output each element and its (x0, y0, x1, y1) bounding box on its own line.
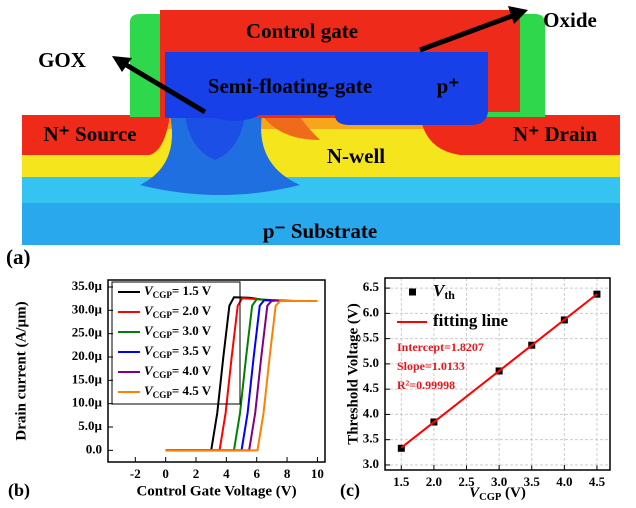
y-axis-label: Drain current (A/µm) (13, 301, 29, 440)
device-cross-section: Control gate Oxide GOX Semi-floating-gat… (22, 6, 620, 245)
y-tick-label: 0.0 (86, 441, 102, 456)
y-tick-label: 3.0 (363, 456, 379, 471)
legend-label: VCGP= 3.0 V (144, 323, 212, 340)
y-tick-label: 5.0µ (78, 418, 102, 433)
y-tick-label: 25.0µ (72, 325, 103, 340)
label: p⁺ (437, 74, 460, 98)
label: Oxide (543, 8, 597, 32)
x-tick-label: 8 (284, 466, 291, 481)
legend-label: VCGP= 4.5 V (144, 383, 212, 400)
y-tick-label: 3.5 (363, 431, 380, 446)
y-tick-label: 4.0 (363, 405, 379, 420)
legend-label: Vth (433, 281, 455, 302)
y-tick-label: 10.0µ (72, 395, 103, 410)
label: Control gate (246, 19, 358, 43)
x-tick-label: 4 (223, 466, 230, 481)
y-tick-label: 4.5 (363, 380, 380, 395)
y-tick-label: 6.5 (363, 279, 380, 294)
x-tick-label: 4.5 (589, 474, 606, 489)
y-tick-label: 35.0µ (72, 278, 103, 293)
y-tick-label: 20.0µ (72, 348, 103, 363)
legend-swatch (409, 289, 416, 296)
annotation: R²=0.99998 (397, 378, 455, 392)
annotation: Intercept=1.8207 (397, 340, 484, 354)
x-tick-label: 6 (253, 466, 260, 481)
y-tick-label: 30.0µ (72, 301, 103, 316)
label: N⁺ Source (44, 122, 137, 146)
label: p⁻ Substrate (263, 219, 377, 243)
legend-label: VCGP= 2.0 V (144, 303, 212, 320)
x-tick-label: 1.5 (393, 474, 410, 489)
legend-label: VCGP= 1.5 V (144, 283, 212, 300)
x-tick-label: 4.0 (556, 474, 572, 489)
label: N⁺ Drain (513, 122, 597, 146)
legend-label: fitting line (433, 311, 509, 330)
y-axis-label: Threshold Voltage (V) (345, 303, 361, 444)
x-tick-label: -2 (130, 466, 141, 481)
figure: Control gate Oxide GOX Semi-floating-gat… (0, 0, 636, 508)
label: N-well (327, 144, 385, 168)
label: Semi-floating-gate (208, 74, 372, 98)
legend-label: VCGP= 3.5 V (144, 343, 212, 360)
x-tick-label: 2.0 (426, 474, 442, 489)
x-tick-label: 0 (162, 466, 169, 481)
substrate-band (22, 175, 620, 203)
y-tick-label: 5.5 (363, 330, 380, 345)
y-tick-label: 5.0 (363, 355, 379, 370)
panel-label: (c) (340, 480, 360, 501)
x-tick-label: 2 (193, 466, 200, 481)
x-tick-label: 10 (311, 466, 324, 481)
x-tick-label: 3.5 (524, 474, 541, 489)
y-tick-label: 15.0µ (72, 371, 103, 386)
legend-label: VCGP= 4.0 V (144, 363, 212, 380)
panel-label: (b) (8, 480, 30, 501)
x-axis-label: Control Gate Voltage (V) (136, 483, 296, 499)
panel-label: (a) (6, 245, 31, 269)
y-tick-label: 6.0 (363, 304, 379, 319)
plot-frame (108, 280, 325, 462)
annotation: Slope=1.0133 (397, 359, 465, 373)
label: GOX (38, 48, 86, 72)
